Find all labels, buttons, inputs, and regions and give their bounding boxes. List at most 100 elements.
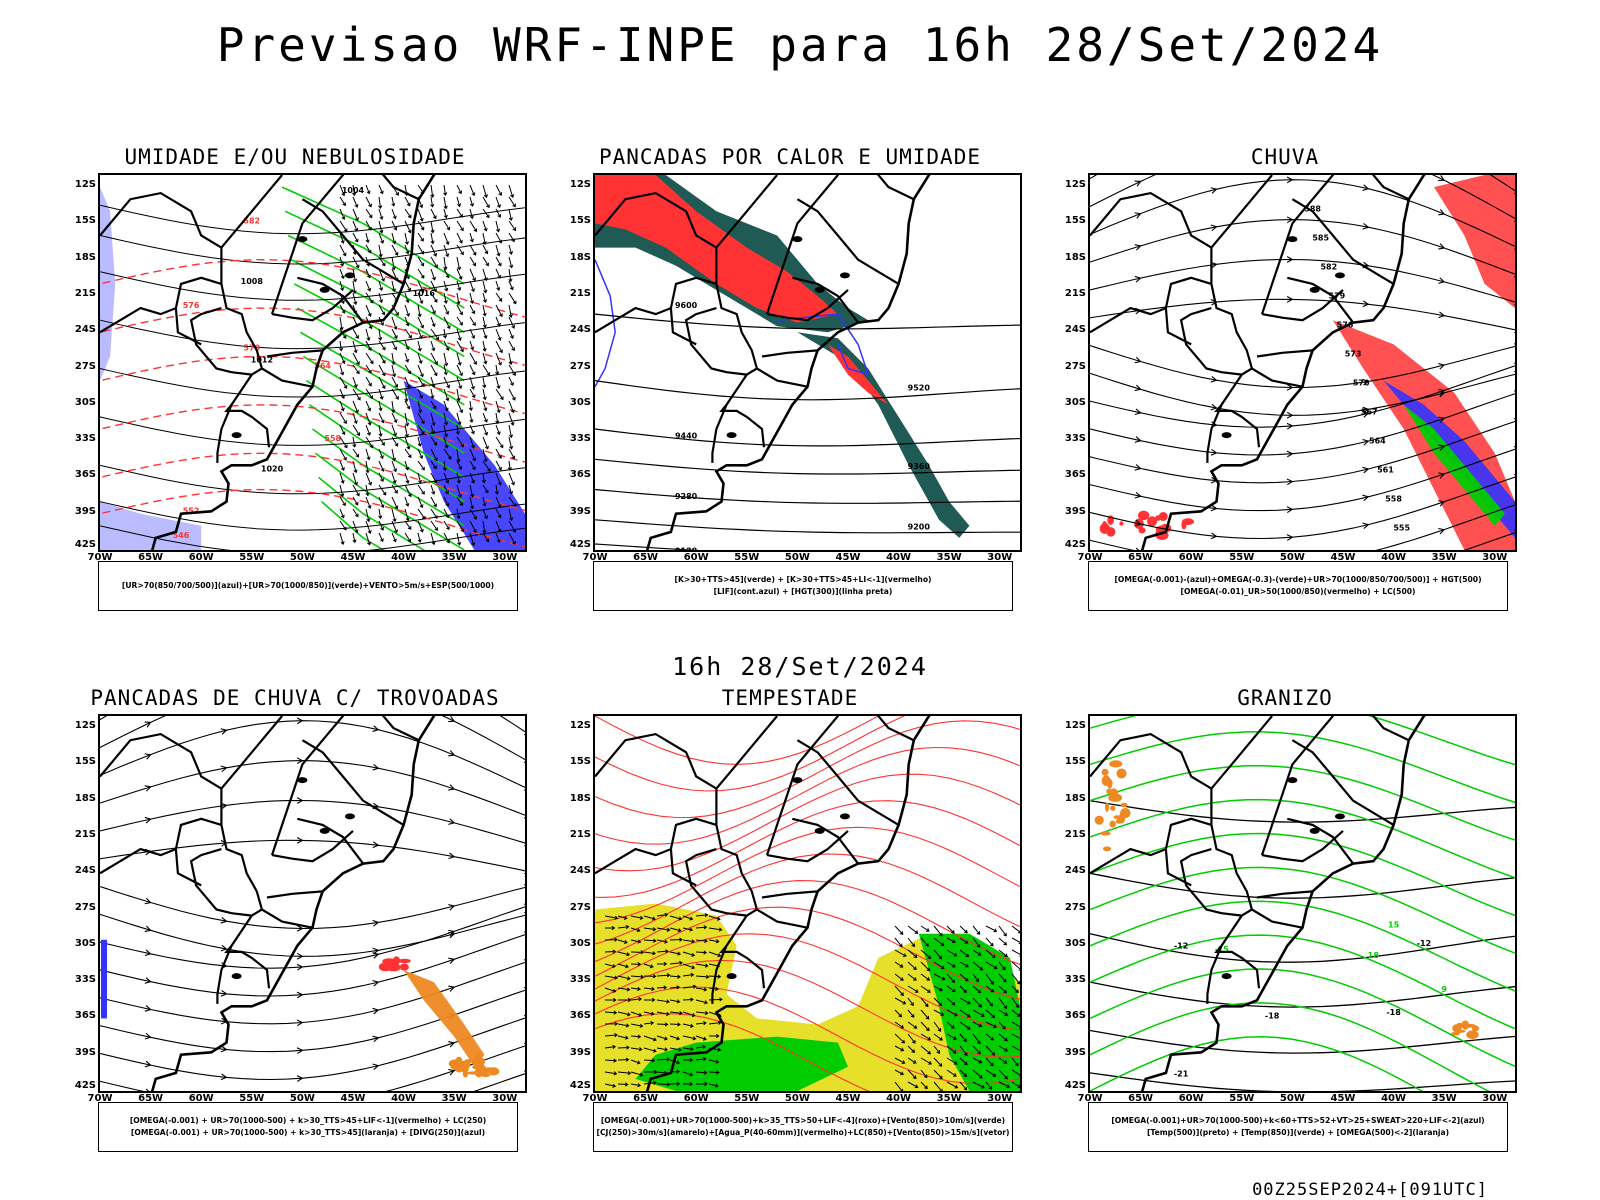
wind-vector [985,1057,994,1067]
wind-vector [378,448,384,460]
wind-vector [430,184,435,198]
wind-vector [920,985,931,993]
wind-vector [391,472,397,484]
wind-vector [495,520,502,533]
wind-vector [391,400,396,414]
wind-vector [430,256,438,269]
wind-vector [998,1033,1008,1042]
wind-vector [391,232,397,245]
wind-vector [617,963,629,969]
streamline-arrow [1134,464,1142,471]
wind-vector [656,1082,671,1087]
streamline-arrow [296,836,304,844]
wind-vector [669,937,683,942]
border-line [595,276,717,334]
lon-tick-label: 50W [784,1093,810,1104]
temp-850-contour [1090,731,1515,804]
wind-vector [695,1010,709,1016]
wind-vector [508,532,516,545]
wind-vector [378,364,386,377]
border-line [100,732,271,989]
temp-850-contour [1090,765,1515,841]
wind-vector [391,520,398,534]
streamline-arrow [372,1063,380,1071]
wind-vector [365,532,372,546]
streamline [100,885,525,930]
wind-vector [391,496,399,510]
streamline-arrow [220,990,228,997]
wind-vector [907,973,917,981]
wind-vector [656,1057,671,1062]
thunder-red [399,963,409,971]
wind-vector [630,939,642,944]
lake [814,827,825,834]
wind-vector [378,208,384,220]
wind-vector [604,1010,618,1015]
wind-vector [508,208,513,222]
streamline [1090,393,1515,456]
wind-vector [643,986,655,992]
wind-vector [378,496,385,509]
wind-vector [495,340,503,354]
lat-tick-label: 27S [1064,360,1086,372]
panel-pancadas-por-calor-e-umidade: PANCADAS POR CALOR E UMIDADE 12S 15S 18S 21S… [555,145,1025,620]
wind-vector [378,256,386,267]
border-line [1256,349,1313,358]
panel-title: UMIDADE E/OU NEBULOSIDADE [124,145,466,169]
streamline [100,913,525,957]
streamline-arrow [1134,384,1142,392]
thickness-contour [100,307,525,366]
wind-vector [1011,997,1020,1009]
temp-850-contour [1090,1035,1424,1091]
omega-orange [1106,778,1113,789]
wind-vector [972,1069,983,1079]
streamline-arrow [1286,176,1294,184]
wind-vector [417,280,425,293]
border-line [261,908,313,929]
streamline [1090,179,1515,247]
temp-500-contour [1090,872,1515,899]
contour-label: 1004 [342,186,365,195]
lon-tick-label: 70W [582,1093,608,1104]
wind-vector [352,484,360,497]
streamline-arrow [372,952,380,959]
lon-tick-label: 40W [1381,552,1407,563]
wind-vector [1011,949,1020,957]
streamline-arrow [220,916,228,924]
streamline-arrow [1210,375,1218,383]
wind-vector [378,388,384,400]
wind-vector [339,316,344,331]
wind-vector [959,1009,971,1018]
lat-tick-label: 24S [569,865,591,877]
wind-vector [417,424,425,435]
wind-vector [456,388,461,402]
wind-vector [972,1081,985,1089]
streamline-arrow [448,985,456,992]
wind-vector [669,951,682,956]
streamline [100,720,525,788]
border-line [1210,716,1273,790]
lon-tick-label: 50W [784,552,810,563]
wind-vector [456,292,461,305]
border-line [1090,276,1212,334]
lon-tick-label: 45W [340,552,366,563]
lon-tick-label: 35W [1431,552,1457,563]
wind-vector [907,949,918,959]
wind-850-green [918,933,1020,1091]
border-line [1261,830,1344,863]
wind-vector [656,939,668,944]
wind-vector [391,388,399,400]
wind-vector [339,424,346,436]
streamline-arrow [1134,180,1142,187]
lifted-index-contour [595,259,616,388]
wind-vector [469,508,478,520]
wind-vector [430,304,436,315]
wind-vector [972,973,979,983]
wind-vector [365,340,372,352]
wind-vector [643,1035,657,1042]
thickness-contour [100,488,525,548]
wind-vector [946,1021,955,1029]
wind-vector [998,1021,1006,1030]
streamline-arrow [1438,444,1446,451]
streamline-arrow [144,753,152,760]
